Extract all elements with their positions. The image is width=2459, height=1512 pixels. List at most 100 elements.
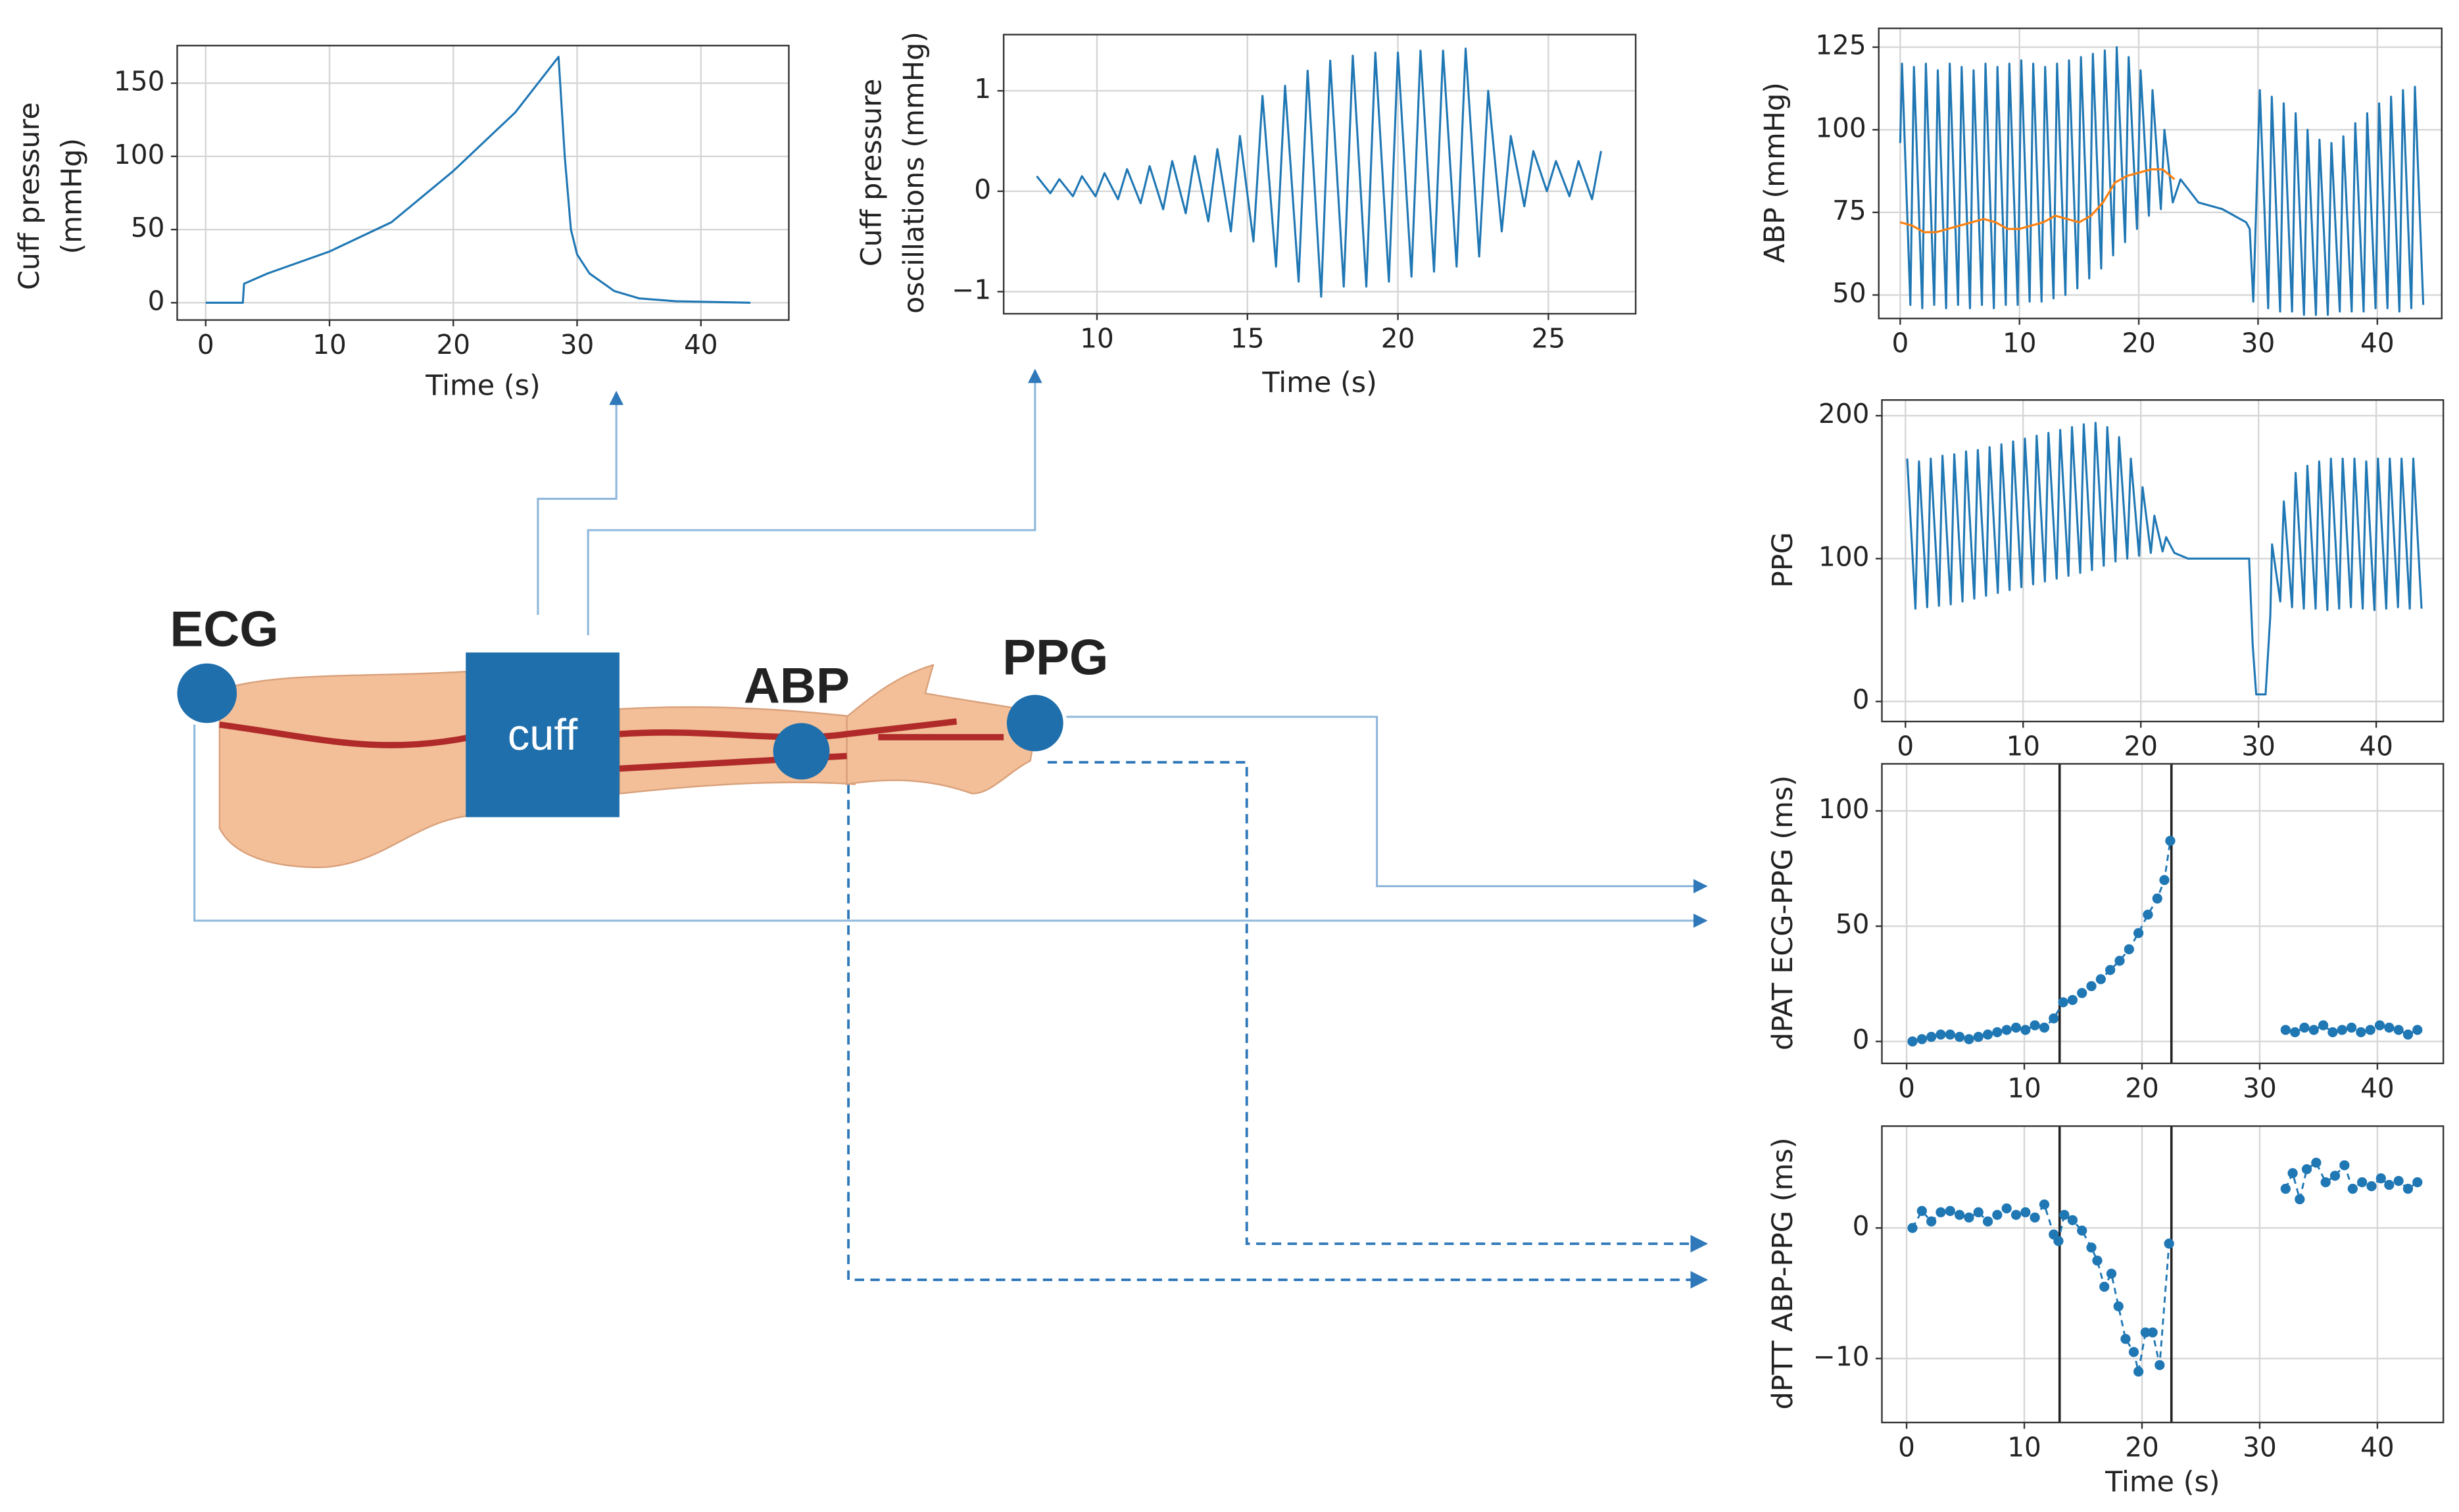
data-point xyxy=(2133,1366,2144,1377)
ecg-label: ECG xyxy=(170,602,278,658)
data-point xyxy=(2099,1281,2110,1292)
x-tick-label: 20 xyxy=(2122,328,2156,359)
y-axis-label: (mmHg) xyxy=(56,138,89,255)
abp-sensor xyxy=(773,723,830,780)
data-point xyxy=(2318,1020,2329,1031)
data-point xyxy=(2001,1025,2012,1035)
x-tick-label: 30 xyxy=(2243,1431,2277,1463)
data-point xyxy=(2165,835,2176,846)
data-point xyxy=(2133,928,2144,939)
data-point xyxy=(2140,1327,2151,1338)
data-point xyxy=(2412,1025,2423,1035)
y-tick-label: 0 xyxy=(1853,1024,1870,1056)
y-axis-label: PPG xyxy=(1766,532,1799,588)
chart-panel: −10 0 0 10 20 30 40 dPTT ABP-PPG (ms) Time (s) xyxy=(1766,1125,2445,1498)
x-axis-label: Time (s) xyxy=(425,370,540,402)
data-line xyxy=(1036,47,1602,298)
x-tick-label: 20 xyxy=(2125,1072,2159,1104)
data-point xyxy=(2346,1022,2357,1033)
data-point xyxy=(2059,1209,2070,1220)
axes-frame xyxy=(1881,1125,2445,1424)
data-point xyxy=(2280,1025,2291,1035)
data-point xyxy=(2020,1207,2031,1217)
data-line xyxy=(1899,46,2425,316)
connector xyxy=(587,368,1042,635)
data-point xyxy=(2010,1022,2022,1033)
x-tick-label: 30 xyxy=(2241,731,2276,762)
data-point xyxy=(1964,1212,1974,1223)
x-tick-label: 10 xyxy=(2006,731,2040,762)
data-point xyxy=(1916,1206,1927,1216)
y-axis-label: dPTT ABP-PPG (ms) xyxy=(1766,1137,1799,1409)
data-point xyxy=(2366,1181,2377,1192)
data-point xyxy=(2124,944,2134,954)
y-tick-label: 0 xyxy=(974,174,991,205)
y-tick-label: 100 xyxy=(1818,793,1869,825)
data-point xyxy=(2113,1301,2124,1311)
x-tick-label: 20 xyxy=(2124,731,2158,762)
y-tick-label: 50 xyxy=(1832,278,1866,309)
data-point xyxy=(2092,1256,2103,1266)
axes-frame xyxy=(1878,27,2443,320)
y-axis-label: dPAT ECG-PPG (ms) xyxy=(1766,775,1799,1050)
x-tick-label: 20 xyxy=(1381,323,1415,354)
x-axis-label: Time (s) xyxy=(1261,366,1376,399)
y-axis-label: oscillations (mmHg) xyxy=(898,32,931,314)
data-point xyxy=(2147,1327,2158,1338)
data-point xyxy=(2295,1194,2305,1205)
x-tick-label: 10 xyxy=(1080,323,1114,354)
ppg-label: PPG xyxy=(1002,630,1108,686)
data-point xyxy=(1982,1029,1993,1040)
y-tick-label: 100 xyxy=(1815,112,1866,143)
y-tick-label: 125 xyxy=(1815,30,1866,61)
data-point xyxy=(1954,1031,1965,1042)
data-point xyxy=(2152,893,2162,904)
y-tick-label: 50 xyxy=(131,212,165,243)
data-point xyxy=(1926,1216,1937,1227)
data-point xyxy=(1954,1209,1965,1220)
x-tick-label: 10 xyxy=(2003,328,2037,359)
x-tick-label: 15 xyxy=(1230,323,1265,354)
data-point xyxy=(2106,1268,2117,1279)
x-tick-label: 40 xyxy=(2360,1431,2395,1463)
x-tick-label: 0 xyxy=(1898,1431,1915,1463)
chart-panel: 0 50 100 0 10 20 30 40 dPAT ECG-PPG (ms) xyxy=(1766,763,2445,1104)
data-point xyxy=(2384,1022,2395,1033)
y-axis-label: ABP (mmHg) xyxy=(1759,82,1791,263)
connector xyxy=(537,391,623,615)
data-point xyxy=(2095,974,2106,985)
y-tick-label: 0 xyxy=(148,285,165,316)
data-point xyxy=(2120,1334,2131,1344)
data-line xyxy=(1906,422,2423,696)
data-point xyxy=(2384,1179,2395,1190)
data-point xyxy=(2114,956,2125,966)
x-tick-label: 30 xyxy=(560,329,595,360)
y-tick-label: 0 xyxy=(1853,684,1870,716)
data-point xyxy=(2030,1212,2040,1223)
connector xyxy=(1066,716,1708,894)
data-point xyxy=(2301,1164,2312,1175)
data-point xyxy=(2402,1029,2414,1040)
axes-frame xyxy=(1002,34,1637,315)
data-point xyxy=(2010,1209,2022,1220)
x-tick-label: 0 xyxy=(1898,1072,1915,1104)
y-tick-label: 200 xyxy=(1818,398,1869,429)
cuff-box xyxy=(466,652,620,817)
data-point xyxy=(1907,1223,1918,1233)
x-axis-label: Time (s) xyxy=(2105,1465,2220,1498)
y-tick-label: −10 xyxy=(1813,1341,1870,1373)
ppg-sensor xyxy=(1006,695,1063,752)
data-point xyxy=(1945,1206,1955,1216)
x-tick-label: 40 xyxy=(2360,328,2395,359)
data-point xyxy=(1992,1209,2003,1220)
x-tick-label: 20 xyxy=(436,329,470,360)
data-point xyxy=(2030,1020,2040,1031)
chart-panel: 50 75 100 125 0 10 20 30 40 ABP (mmHg) xyxy=(1759,27,2443,359)
data-point xyxy=(1964,1034,1974,1044)
data-point xyxy=(1973,1207,1984,1217)
data-point xyxy=(2299,1022,2310,1033)
data-point xyxy=(2287,1168,2298,1179)
connector-dashed xyxy=(847,768,1709,1289)
data-point xyxy=(2039,1022,2050,1033)
